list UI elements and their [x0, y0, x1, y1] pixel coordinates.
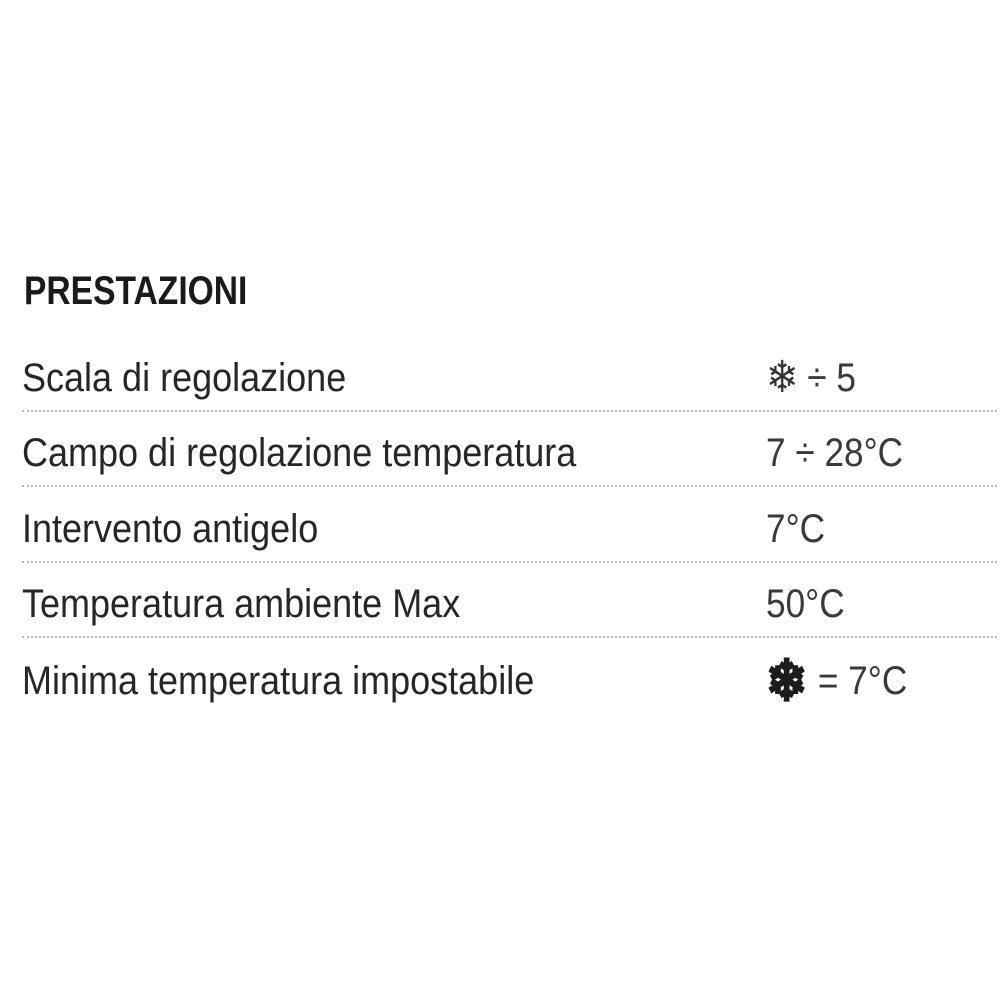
spec-value: 7°C — [766, 507, 825, 552]
table-row: Minima temperatura impostabile ❄ = 7°C — [22, 638, 997, 714]
spec-label: Campo di regolazione temperatura — [22, 431, 577, 475]
spec-label: Minima temperatura impostabile — [22, 658, 535, 703]
table-row: Temperatura ambiente Max 50°C — [22, 563, 997, 638]
table-row: Intervento antigelo 7°C — [22, 487, 997, 563]
section-title: PRESTAZIONI — [24, 269, 248, 313]
spec-value: 50°C — [766, 582, 845, 627]
spec-value-text: ÷ 5 — [807, 355, 856, 400]
table-row: Campo di regolazione temperatura 7 ÷ 28°… — [22, 412, 997, 487]
spec-value-text: 50°C — [766, 582, 845, 626]
snowflake-icon: ❄ — [765, 649, 808, 712]
table-row: Scala di regolazione ❄ ÷ 5 — [22, 336, 997, 412]
spec-value: ❄ = 7°C — [765, 649, 908, 712]
spec-label: Intervento antigelo — [22, 506, 319, 551]
spec-table: Scala di regolazione ❄ ÷ 5 Campo di rego… — [22, 336, 997, 714]
spec-value-text: = 7°C — [817, 658, 908, 703]
spec-value-text: 7°C — [766, 506, 826, 551]
spec-value-text: 7 ÷ 28°C — [766, 431, 904, 475]
spec-label: Scala di regolazione — [22, 355, 347, 400]
spec-value: 7 ÷ 28°C — [766, 431, 903, 476]
spec-value: ❄ ÷ 5 — [766, 356, 856, 401]
snowflake-icon: ❄ — [766, 353, 799, 402]
spec-label: Temperatura ambiente Max — [22, 582, 461, 626]
